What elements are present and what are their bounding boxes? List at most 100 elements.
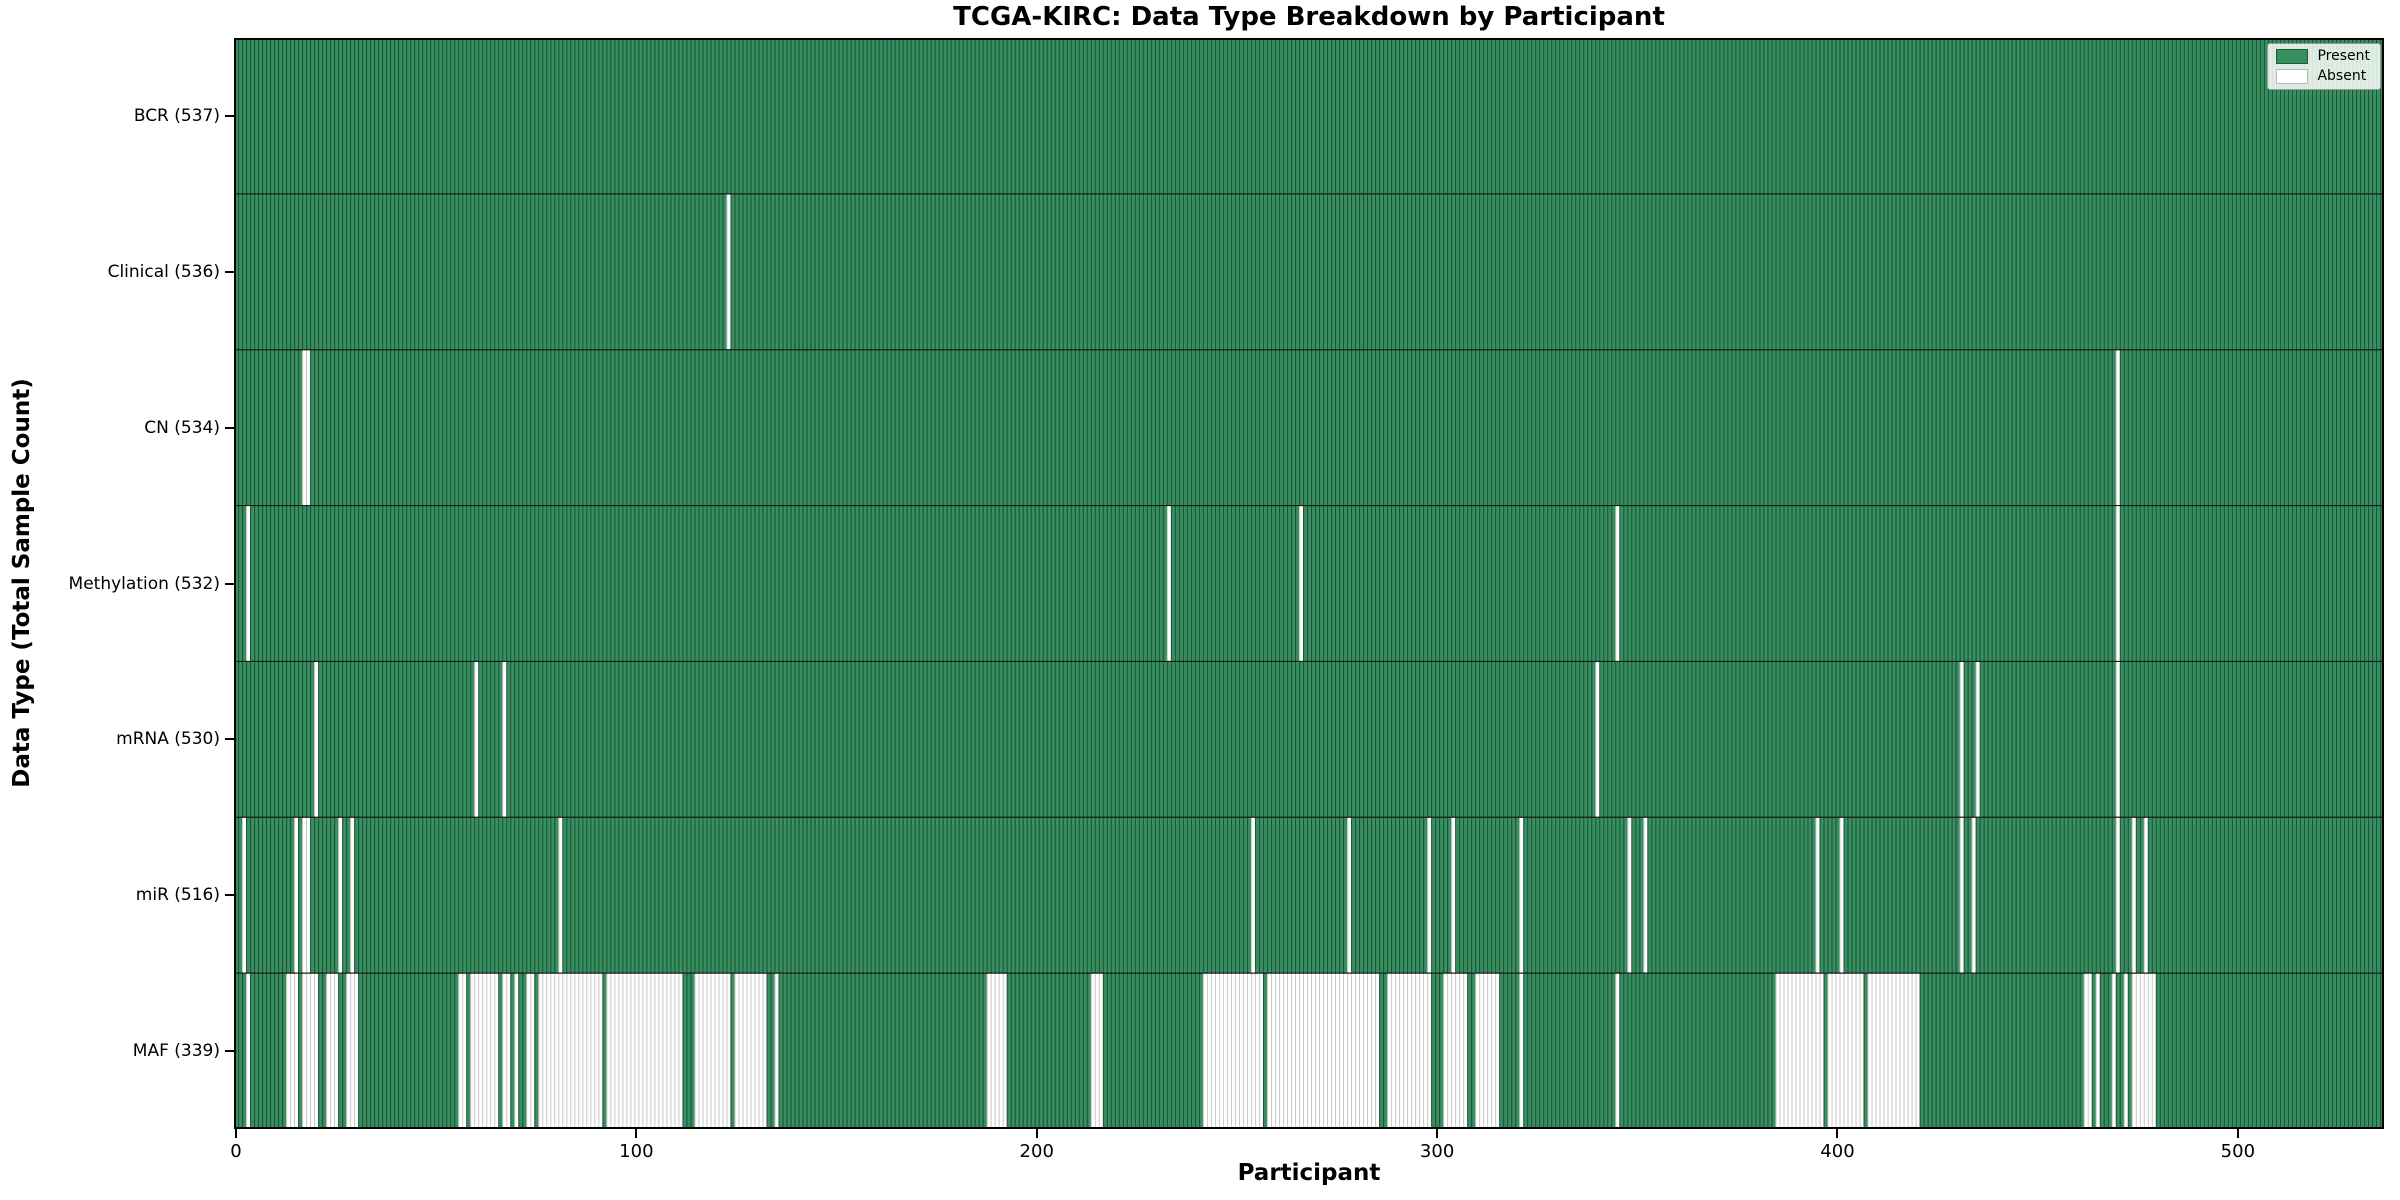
absent-block-miR <box>1839 817 1844 974</box>
absent-block-miR <box>2115 817 2120 974</box>
absent-block-mRNA <box>474 661 479 818</box>
absent-block-mRNA <box>1959 661 1964 818</box>
absent-block-MAF <box>1475 973 1500 1129</box>
absent-block-miR <box>294 817 299 974</box>
legend-label-absent: Absent <box>2317 68 2367 84</box>
present-band-CN <box>234 349 2384 506</box>
absent-block-MAF <box>2095 973 2100 1129</box>
absent-block-miR <box>1427 817 1432 974</box>
y-tick-label-MAF: MAF (339) <box>132 1041 220 1062</box>
row-Methylation <box>234 505 2384 662</box>
present-band-BCR <box>234 38 2384 194</box>
absent-block-miR <box>2143 817 2148 974</box>
x-tick-label-200: 200 <box>1019 1141 1054 1162</box>
absent-block-MAF <box>526 973 535 1129</box>
absent-block-MAF <box>246 973 251 1129</box>
absent-block-MAF <box>2123 973 2128 1129</box>
absent-block-miR <box>1627 817 1632 974</box>
x-tick-mark <box>1436 1129 1439 1138</box>
absent-block-MAF <box>1827 973 1864 1129</box>
absent-block-miR <box>1250 817 1255 974</box>
absent-block-MAF <box>470 973 499 1129</box>
absent-block-MAF <box>1090 973 1103 1129</box>
y-tick-label-mRNA: mRNA (530) <box>116 729 220 750</box>
absent-block-miR <box>1971 817 1976 974</box>
absent-block-miR <box>558 817 563 974</box>
absent-block-MAF <box>694 973 731 1129</box>
x-tick-label-500: 500 <box>2220 1141 2256 1162</box>
row-miR <box>234 817 2384 974</box>
y-tick-label-BCR: BCR (537) <box>133 105 220 126</box>
x-tick-mark <box>1836 1129 1839 1138</box>
row-mRNA <box>234 661 2384 818</box>
x-tick-mark <box>235 1129 237 1138</box>
absent-block-MAF <box>606 973 683 1129</box>
y-tick-mark <box>225 114 234 117</box>
absent-block-miR <box>242 817 247 974</box>
absent-block-Methylation <box>1298 505 1303 662</box>
legend-item-absent: Absent <box>2276 69 2370 84</box>
absent-block-MAF <box>1387 973 1432 1129</box>
y-tick-mark <box>225 738 234 741</box>
absent-block-Clinical <box>726 193 731 350</box>
absent-block-mRNA <box>2115 661 2120 818</box>
y-tick-mark <box>225 582 234 585</box>
absent-block-MAF <box>538 973 603 1129</box>
present-band-Clinical <box>234 193 2384 350</box>
x-tick-mark <box>2236 1129 2239 1138</box>
x-tick-mark <box>1035 1129 1038 1138</box>
present-band-miR <box>234 817 2384 974</box>
absent-block-CN <box>2115 349 2120 506</box>
absent-block-MAF <box>1266 973 1380 1129</box>
absent-block-MAF <box>346 973 359 1129</box>
y-tick-label-CN: CN (534) <box>144 417 220 438</box>
x-tick-label-300: 300 <box>1419 1141 1455 1162</box>
absent-block-mRNA <box>1595 661 1600 818</box>
legend-label-present: Present <box>2317 48 2370 64</box>
absent-block-Methylation <box>1166 505 1171 662</box>
present-swatch-icon <box>2276 49 2309 64</box>
y-axis-label: Data Type (Total Sample Count) <box>9 378 35 788</box>
y-tick-mark <box>225 426 234 429</box>
absent-block-miR <box>1815 817 1820 974</box>
absent-block-MAF <box>1615 973 1620 1129</box>
absent-block-MAF <box>734 973 767 1129</box>
absent-block-MAF <box>2131 973 2156 1129</box>
absent-block-Methylation <box>246 505 251 662</box>
absent-block-MAF <box>1519 973 1524 1129</box>
x-tick-label-400: 400 <box>1820 1141 1855 1162</box>
absent-block-MAF <box>986 973 1007 1129</box>
y-tick-mark <box>225 894 234 897</box>
absent-block-mRNA <box>502 661 507 818</box>
x-tick-label-100: 100 <box>619 1141 654 1162</box>
absent-block-CN <box>302 349 311 506</box>
plot-area: Present Absent <box>234 38 2384 1129</box>
y-tick-label-Clinical: Clinical (536) <box>107 261 220 282</box>
x-axis-label: Participant <box>1237 1160 1381 1186</box>
absent-block-MAF <box>502 973 511 1129</box>
y-tick-label-Methylation: Methylation (532) <box>68 573 220 594</box>
absent-block-miR <box>1519 817 1524 974</box>
absent-block-miR <box>1451 817 1456 974</box>
row-CN <box>234 349 2384 506</box>
present-band-Methylation <box>234 505 2384 662</box>
absent-block-miR <box>1959 817 1964 974</box>
absent-block-miR <box>2131 817 2136 974</box>
absent-block-Methylation <box>2115 505 2120 662</box>
heatmap-svg <box>234 38 2384 1129</box>
present-band-mRNA <box>234 661 2384 818</box>
chart-title: TCGA-KIRC: Data Type Breakdown by Partic… <box>953 2 1665 32</box>
absent-block-Methylation <box>1615 505 1620 662</box>
absent-block-miR <box>338 817 343 974</box>
absent-block-MAF <box>1202 973 1263 1129</box>
absent-block-MAF <box>774 973 779 1129</box>
absent-block-MAF <box>2111 973 2116 1129</box>
absent-block-MAF <box>302 973 319 1129</box>
absent-swatch-icon <box>2276 69 2309 84</box>
absent-block-MAF <box>1443 973 1468 1129</box>
absent-block-MAF <box>326 973 339 1129</box>
row-MAF <box>234 973 2384 1129</box>
row-Clinical <box>234 193 2384 350</box>
x-tick-mark <box>635 1129 638 1138</box>
